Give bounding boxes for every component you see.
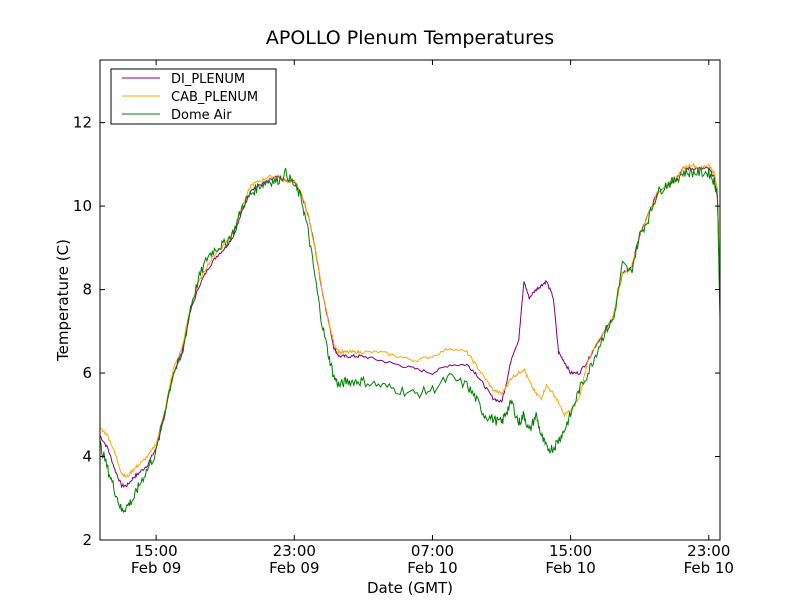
x-tick-label-time: 15:00: [135, 542, 178, 560]
chart-legend: DI_PLENUM CAB_PLENUM Dome Air: [110, 68, 277, 125]
y-tick-label: 4: [82, 448, 92, 466]
legend-label: Dome Air: [171, 108, 232, 123]
plot-series-group: [100, 162, 720, 514]
series-line-dome-air: [100, 167, 720, 514]
legend-label: DI_PLENUM: [171, 72, 245, 87]
x-axis-label: Date (GMT): [367, 579, 453, 597]
x-tick-label-date: Feb 10: [545, 559, 595, 577]
x-tick-label-date: Feb 10: [407, 559, 457, 577]
x-tick-label-time: 23:00: [687, 542, 730, 560]
x-tick-label-date: Feb 10: [684, 559, 734, 577]
x-tick-label-time: 23:00: [273, 542, 316, 560]
x-tick-label-date: Feb 09: [269, 559, 319, 577]
y-tick-label: 2: [82, 531, 92, 549]
y-tick-label: 10: [73, 197, 92, 215]
y-tick-label: 12: [73, 114, 92, 132]
y-axis-label: Temperature (C): [54, 239, 72, 362]
legend-label: CAB_PLENUM: [171, 90, 258, 105]
x-tick-label-date: Feb 09: [131, 559, 181, 577]
chart-title: APOLLO Plenum Temperatures: [266, 27, 554, 49]
plot-area-frame: [99, 59, 721, 541]
y-axis-ticks: 2 4 6 8 10 12: [73, 114, 720, 549]
y-tick-label: 8: [82, 281, 92, 299]
y-tick-label: 6: [82, 364, 92, 382]
x-tick-label-time: 07:00: [411, 542, 454, 560]
x-tick-label-time: 15:00: [549, 542, 592, 560]
